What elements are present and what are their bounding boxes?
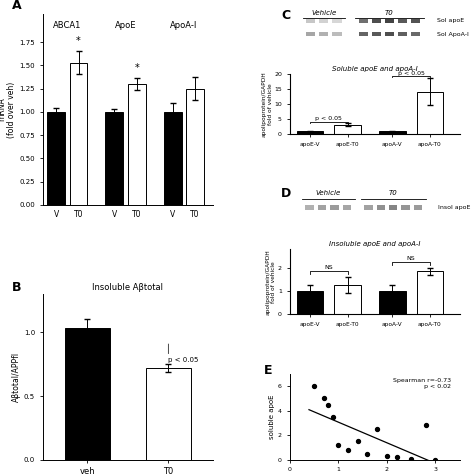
Point [407,455,415,462]
Bar [305,205,314,210]
Bar [330,205,338,210]
Bar [398,19,407,23]
Y-axis label: apolipoprotein/GAPDH
fold of vehicle: apolipoprotein/GAPDH fold of vehicle [262,71,273,137]
Bar [332,32,341,36]
Bar [417,271,443,314]
Bar [319,19,328,23]
Text: Sol ApoA-I: Sol ApoA-I [437,32,469,37]
Point [320,395,328,402]
Bar [398,32,407,36]
Bar [385,19,394,23]
Bar [364,205,373,210]
Text: *: * [134,63,139,73]
Point [432,456,439,464]
Text: E: E [264,364,273,377]
Text: NS: NS [325,265,333,271]
Bar [128,84,146,205]
Point [334,441,342,449]
Text: p < 0.05: p < 0.05 [398,71,425,76]
Bar [306,32,315,36]
Bar [359,19,368,23]
Bar [379,131,406,134]
Point [364,450,371,457]
Bar [146,368,191,460]
Bar [319,32,328,36]
Title: Insoluble Aβtotal: Insoluble Aβtotal [92,283,163,292]
Text: D: D [281,187,291,200]
Bar [335,125,361,134]
Bar [401,205,410,210]
Bar [379,291,406,314]
Bar [105,112,123,205]
Point [325,401,332,409]
Title: Insoluble apoE and apoA-I: Insoluble apoE and apoA-I [329,241,420,247]
Bar [306,19,315,23]
Text: C: C [281,9,290,22]
Point [383,452,391,460]
Text: T0: T0 [389,190,398,196]
Bar [318,205,326,210]
Text: A: A [12,0,22,12]
Bar [343,205,351,210]
Bar [389,205,398,210]
Text: Insol apoE: Insol apoE [438,205,471,210]
Text: B: B [12,281,21,294]
Text: NS: NS [407,256,415,261]
Bar [164,112,182,205]
Point [310,383,318,390]
Bar [332,19,341,23]
Bar [65,328,109,460]
Bar [417,92,443,134]
Text: ABCA1: ABCA1 [53,21,82,30]
Bar [414,205,422,210]
Y-axis label: soluble apoE: soluble apoE [269,395,275,439]
Text: ApoE: ApoE [115,21,137,30]
Point [374,425,381,433]
Text: *: * [76,36,81,46]
Bar [186,89,204,205]
Bar [359,32,368,36]
Point [422,422,429,429]
Text: T0: T0 [385,9,394,16]
Text: Vehicle: Vehicle [316,190,341,196]
Bar [411,32,420,36]
Text: p < 0.05: p < 0.05 [168,357,199,363]
Bar [297,291,323,314]
Point [354,438,361,445]
Text: Spearman r=-0.73
p < 0.02: Spearman r=-0.73 p < 0.02 [393,378,451,389]
Text: Vehicle: Vehicle [311,9,337,16]
Point [393,454,401,461]
Bar [372,32,381,36]
Bar [47,112,65,205]
Bar [372,19,381,23]
Bar [297,131,323,134]
Bar [376,205,385,210]
Text: ApoA-I: ApoA-I [170,21,198,30]
Title: Soluble apoE and apoA-I: Soluble apoE and apoA-I [332,66,418,72]
Y-axis label: apolipoprotein/GAPDH
fold of vehicle: apolipoprotein/GAPDH fold of vehicle [266,249,276,315]
Text: p < 0.05: p < 0.05 [315,116,342,121]
Bar [385,32,394,36]
Y-axis label: mRNA
(fold over veh): mRNA (fold over veh) [0,82,17,137]
Bar [411,19,420,23]
Point [329,413,337,420]
Y-axis label: Aβtotal/APPfl: Aβtotal/APPfl [12,352,21,402]
Bar [335,285,361,314]
Point [344,446,352,454]
Text: Sol apoE: Sol apoE [437,18,464,23]
Bar [70,63,88,205]
